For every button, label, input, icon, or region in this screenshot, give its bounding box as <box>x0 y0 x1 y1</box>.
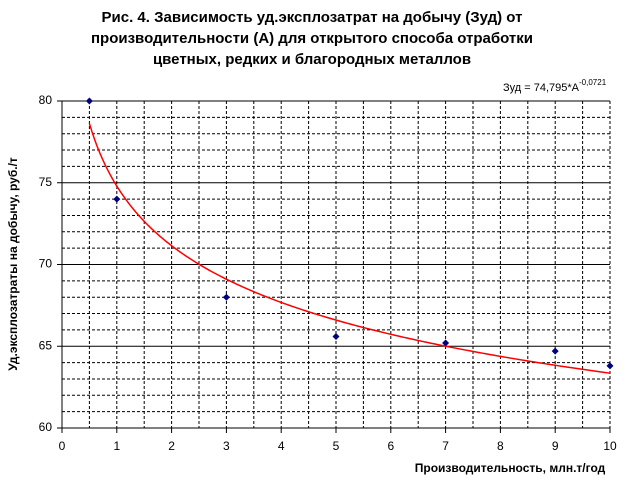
equation-exponent: -0,0721 <box>579 78 607 87</box>
equation-prefix: Зуд = <box>503 82 534 94</box>
data-point <box>332 332 340 340</box>
x-tick-label: 5 <box>333 439 340 453</box>
data-point <box>85 97 93 105</box>
y-axis-title: Уд.эксплозатраты на добычу, руб./т <box>6 157 20 371</box>
data-point <box>113 195 121 203</box>
y-tick-label: 70 <box>39 257 53 271</box>
x-tick-label: 8 <box>497 439 504 453</box>
x-tick-label: 7 <box>442 439 449 453</box>
x-tick-label: 6 <box>387 439 394 453</box>
data-point <box>442 339 450 347</box>
equation-variable: *A <box>567 82 579 94</box>
x-axis-title: Производительность, млн.т/год <box>415 461 606 475</box>
x-tick-label: 4 <box>278 439 285 453</box>
y-tick-label: 60 <box>39 420 53 434</box>
x-tick-label: 1 <box>113 439 120 453</box>
chart-title: цветных, редких и благородных металлов <box>153 51 471 68</box>
equation-coefficient: 74,795 <box>534 82 568 94</box>
data-point <box>606 362 614 370</box>
chart-title: производительности (А) для открытого спо… <box>91 30 533 47</box>
y-tick-label: 75 <box>39 175 53 189</box>
x-tick-label: 2 <box>168 439 175 453</box>
x-tick-label: 10 <box>603 439 617 453</box>
x-tick-label: 3 <box>223 439 230 453</box>
trendline <box>88 123 611 374</box>
equation: Зуд = 74,795*A-0,0721 <box>503 78 607 94</box>
chart-title: Рис. 4. Зависимость уд.эксплозатрат на д… <box>102 9 523 26</box>
y-tick-label: 65 <box>39 338 53 352</box>
x-tick-label: 0 <box>59 439 66 453</box>
x-tick-label: 9 <box>552 439 559 453</box>
data-point <box>551 347 559 355</box>
y-tick-label: 80 <box>39 93 53 107</box>
data-point <box>222 293 230 301</box>
